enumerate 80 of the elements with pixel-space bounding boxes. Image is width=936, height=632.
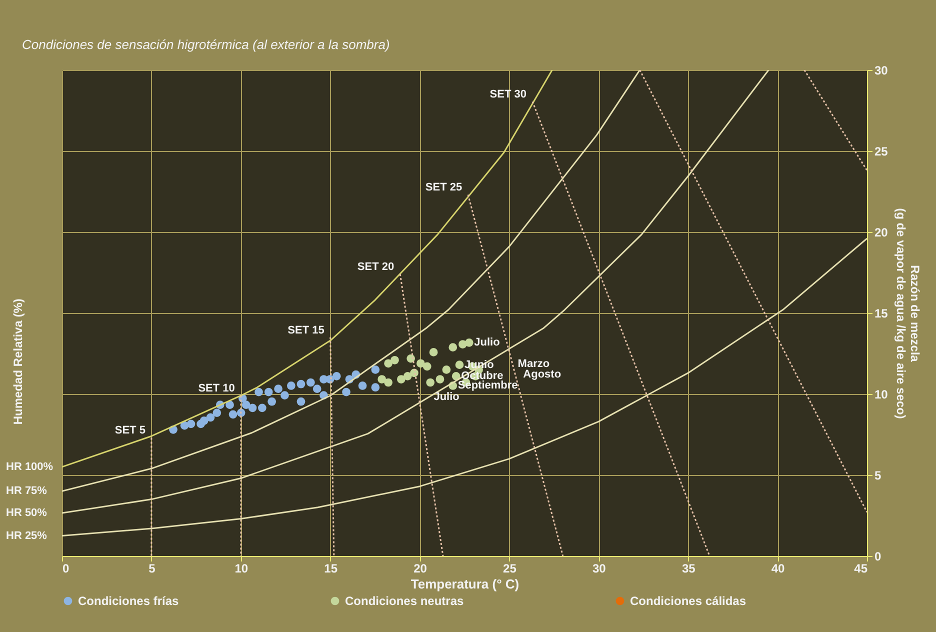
point — [296, 397, 306, 406]
point — [452, 372, 460, 380]
x-tick-label: 5 — [148, 562, 156, 576]
y-axis-title: Razón de mezcla (g de vapor de agua /kg de aire seco) — [894, 208, 922, 419]
point — [200, 416, 208, 425]
line-series — [62, 238, 867, 536]
point — [268, 397, 276, 406]
annotation: Marzo — [518, 358, 550, 370]
point — [248, 404, 257, 412]
series-label: HR 100% — [6, 460, 54, 473]
point — [274, 384, 282, 393]
x-tick-label: 45 — [854, 562, 868, 576]
y-tick-label: 5 — [874, 468, 882, 482]
y-tick-label: 25 — [874, 144, 888, 158]
x-tick-label: 30 — [592, 562, 606, 576]
point — [422, 362, 432, 371]
annotation: Julio — [474, 336, 500, 349]
x-tick-label: 15 — [324, 562, 338, 576]
point — [384, 378, 392, 387]
x-tick-label: 25 — [503, 562, 517, 576]
point — [442, 366, 451, 374]
x-tick-label: 40 — [771, 562, 786, 576]
series-label: SET 25 — [425, 182, 462, 194]
y-tick-label: 0 — [874, 550, 882, 564]
legend-label: Condiciones neutras — [345, 594, 464, 608]
point — [358, 382, 367, 390]
series-label: HR 75% — [6, 485, 48, 498]
point — [312, 384, 322, 393]
annotation: Julio — [434, 391, 460, 404]
point — [429, 348, 438, 356]
point — [296, 380, 306, 388]
x-axis-title: Temperatura (° C) — [410, 576, 520, 592]
point — [228, 410, 238, 419]
point — [286, 382, 296, 390]
point — [390, 356, 399, 364]
legend-label: Condiciones frías — [78, 594, 180, 608]
point — [212, 408, 222, 417]
series-label: SET 10 — [198, 382, 235, 395]
point — [403, 372, 412, 380]
point — [371, 383, 380, 392]
point — [226, 400, 234, 410]
point — [416, 359, 425, 368]
point — [186, 420, 196, 428]
point — [378, 375, 386, 384]
series-label: SET 15 — [288, 324, 324, 336]
x-tick-label: 0 — [62, 562, 70, 576]
y-tick-label: 10 — [874, 388, 888, 402]
text: Humedad Relativa (%) — [11, 298, 25, 425]
legend-label: Condiciones cálidas — [630, 594, 746, 608]
point — [342, 388, 350, 396]
point — [258, 404, 266, 412]
x-tick-label: 10 — [234, 562, 248, 576]
point — [206, 413, 215, 422]
point — [455, 360, 464, 370]
y-tick-label: 30 — [874, 64, 888, 78]
point — [426, 378, 435, 387]
x-tick-label: 20 — [414, 562, 428, 576]
series-label: SET 5 — [114, 424, 146, 437]
point — [384, 359, 392, 368]
point — [332, 372, 341, 380]
point — [264, 388, 273, 396]
x-tick-label: 35 — [682, 562, 696, 576]
point — [371, 366, 380, 374]
point — [436, 375, 444, 384]
chart-title: Condiciones de sensación higrotérmica (al exterior a la sombra) — [22, 37, 390, 52]
annotation: Agosto — [523, 368, 562, 381]
point — [464, 338, 474, 347]
point — [448, 343, 458, 352]
point — [306, 378, 315, 387]
series-label: HR 25% — [6, 530, 48, 542]
line-series — [62, 70, 770, 514]
point — [396, 375, 406, 384]
point — [254, 388, 263, 396]
point — [280, 391, 289, 400]
series-label: HR 50% — [6, 507, 48, 520]
y-tick-label: 15 — [874, 306, 888, 320]
point — [242, 400, 250, 410]
line-series — [62, 70, 641, 492]
series-label: SET 20 — [357, 261, 394, 274]
y-tick-label: 20 — [874, 226, 888, 240]
